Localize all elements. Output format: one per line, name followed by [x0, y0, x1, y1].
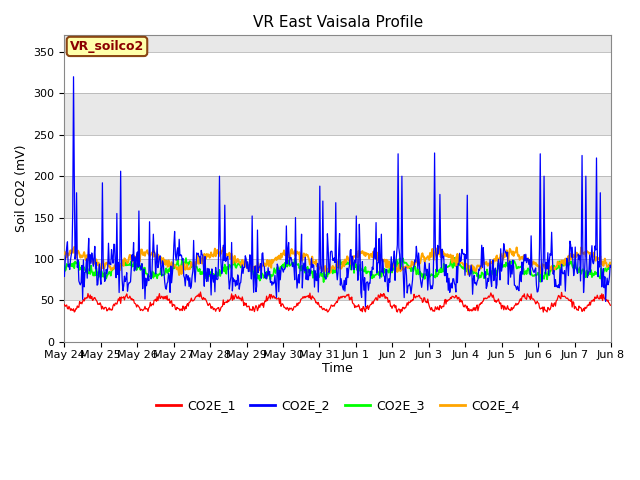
- Bar: [65, 259, 611, 300]
- Title: VR East Vaisala Profile: VR East Vaisala Profile: [253, 15, 423, 30]
- Text: VR_soilco2: VR_soilco2: [70, 40, 144, 53]
- X-axis label: Time: Time: [323, 362, 353, 375]
- Y-axis label: Soil CO2 (mV): Soil CO2 (mV): [15, 145, 28, 232]
- Bar: [65, 176, 611, 217]
- Bar: [65, 93, 611, 135]
- Legend: CO2E_1, CO2E_2, CO2E_3, CO2E_4: CO2E_1, CO2E_2, CO2E_3, CO2E_4: [150, 394, 525, 417]
- Bar: [65, 11, 611, 52]
